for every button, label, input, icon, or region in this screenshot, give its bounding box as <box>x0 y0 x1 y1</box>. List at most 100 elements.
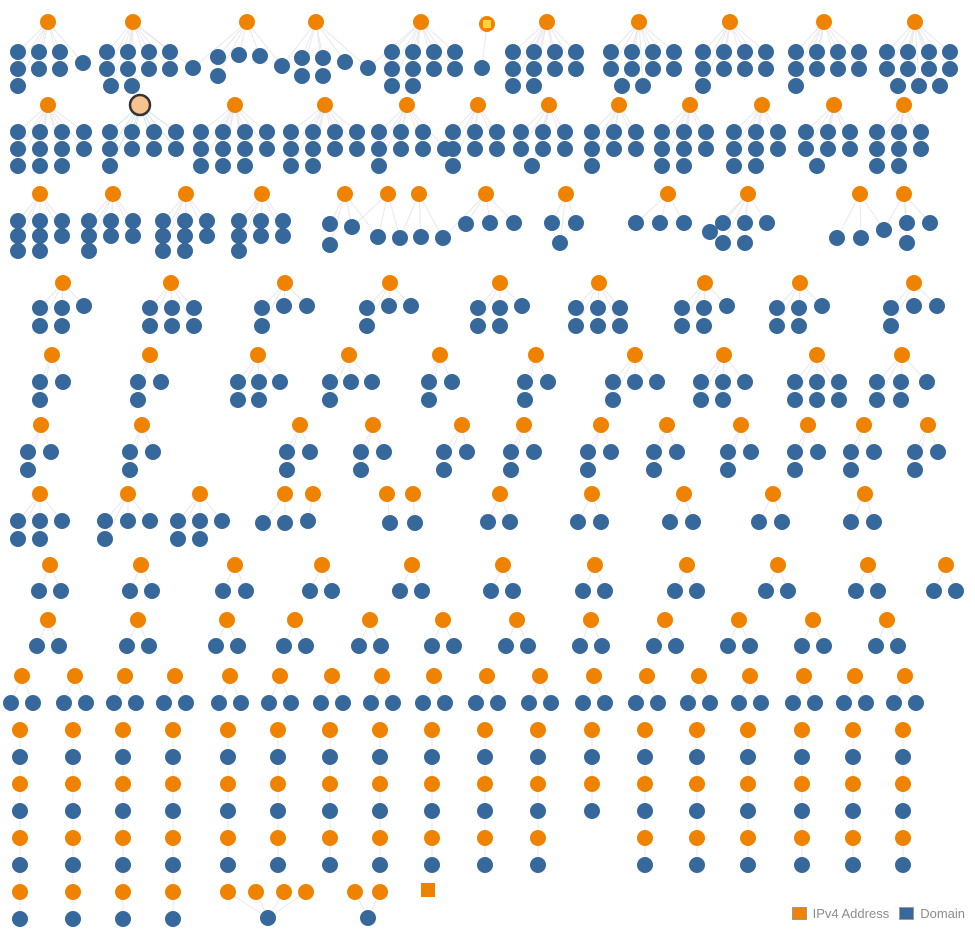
node-domain[interactable] <box>498 638 514 654</box>
node-domain[interactable] <box>696 300 712 316</box>
node-domain[interactable] <box>845 749 861 765</box>
node-domain[interactable] <box>628 141 644 157</box>
node-domain[interactable] <box>75 55 91 71</box>
node-domain[interactable] <box>10 141 26 157</box>
node-ipv4[interactable] <box>541 97 557 113</box>
node-domain[interactable] <box>715 392 731 408</box>
node-ipv4[interactable] <box>845 776 861 792</box>
node-domain[interactable] <box>424 638 440 654</box>
node-domain[interactable] <box>186 300 202 316</box>
node-domain[interactable] <box>220 857 236 873</box>
node-domain[interactable] <box>866 514 882 530</box>
node-domain[interactable] <box>424 803 440 819</box>
node-ipv4[interactable] <box>532 668 548 684</box>
node-domain[interactable] <box>53 583 69 599</box>
node-ipv4[interactable] <box>879 612 895 628</box>
node-domain[interactable] <box>543 695 559 711</box>
node-domain[interactable] <box>848 583 864 599</box>
node-domain[interactable] <box>31 583 47 599</box>
node-ipv4[interactable] <box>362 612 378 628</box>
node-domain[interactable] <box>788 78 804 94</box>
node-domain[interactable] <box>492 300 508 316</box>
node-domain[interactable] <box>919 374 935 390</box>
node-domain[interactable] <box>299 298 315 314</box>
node-ipv4[interactable] <box>239 14 255 30</box>
node-domain[interactable] <box>214 513 230 529</box>
node-domain[interactable] <box>344 219 360 235</box>
node-domain[interactable] <box>99 61 115 77</box>
node-domain[interactable] <box>208 638 224 654</box>
node-ipv4[interactable] <box>248 884 264 900</box>
node-domain[interactable] <box>858 695 874 711</box>
node-domain[interactable] <box>270 803 286 819</box>
node-domain[interactable] <box>192 513 208 529</box>
node-domain[interactable] <box>809 158 825 174</box>
node-domain[interactable] <box>230 638 246 654</box>
node-domain[interactable] <box>676 158 692 174</box>
node-ipv4[interactable] <box>165 884 181 900</box>
node-domain[interactable] <box>480 514 496 530</box>
node-domain[interactable] <box>231 47 247 63</box>
node-domain[interactable] <box>814 298 830 314</box>
node-domain[interactable] <box>102 124 118 140</box>
node-domain[interactable] <box>76 141 92 157</box>
node-domain[interactable] <box>698 124 714 140</box>
node-domain[interactable] <box>900 61 916 77</box>
node-ipv4[interactable] <box>435 612 451 628</box>
node-domain[interactable] <box>689 583 705 599</box>
node-domain[interactable] <box>568 215 584 231</box>
node-ipv4[interactable] <box>277 486 293 502</box>
node-domain[interactable] <box>870 583 886 599</box>
node-domain[interactable] <box>843 514 859 530</box>
node-domain[interactable] <box>81 228 97 244</box>
node-ipv4[interactable] <box>689 830 705 846</box>
node-ipv4[interactable] <box>220 776 236 792</box>
node-domain[interactable] <box>32 158 48 174</box>
node-domain[interactable] <box>106 695 122 711</box>
node-domain[interactable] <box>798 141 814 157</box>
node-ipv4[interactable] <box>492 275 508 291</box>
node-domain[interactable] <box>584 141 600 157</box>
node-domain[interactable] <box>270 749 286 765</box>
node-ipv4[interactable] <box>631 14 647 30</box>
node-ipv4[interactable] <box>324 668 340 684</box>
node-ipv4[interactable] <box>40 14 56 30</box>
node-domain[interactable] <box>568 318 584 334</box>
node-domain[interactable] <box>794 638 810 654</box>
node-domain[interactable] <box>580 462 596 478</box>
node-domain[interactable] <box>680 695 696 711</box>
node-ipv4[interactable] <box>65 830 81 846</box>
node-domain[interactable] <box>76 124 92 140</box>
node-domain[interactable] <box>645 44 661 60</box>
node-domain[interactable] <box>715 215 731 231</box>
node-ipv4[interactable] <box>857 486 873 502</box>
node-domain[interactable] <box>900 44 916 60</box>
node-domain[interactable] <box>575 695 591 711</box>
node-domain[interactable] <box>10 531 26 547</box>
node-ipv4[interactable] <box>347 884 363 900</box>
node-domain[interactable] <box>12 803 28 819</box>
node-domain[interactable] <box>883 300 899 316</box>
node-ipv4[interactable] <box>516 417 532 433</box>
node-domain[interactable] <box>869 141 885 157</box>
node-domain[interactable] <box>899 235 915 251</box>
node-domain[interactable] <box>669 444 685 460</box>
node-ipv4[interactable] <box>142 347 158 363</box>
node-ipv4[interactable] <box>277 275 293 291</box>
node-domain[interactable] <box>78 695 94 711</box>
node-ipv4[interactable] <box>794 722 810 738</box>
node-ipv4[interactable] <box>314 557 330 573</box>
node-domain[interactable] <box>413 229 429 245</box>
node-domain[interactable] <box>54 141 70 157</box>
node-domain[interactable] <box>124 124 140 140</box>
node-domain[interactable] <box>702 224 718 240</box>
node-domain[interactable] <box>816 638 832 654</box>
node-domain[interactable] <box>146 141 162 157</box>
node-domain[interactable] <box>294 50 310 66</box>
node-domain[interactable] <box>668 638 684 654</box>
node-ipv4[interactable] <box>593 417 609 433</box>
node-domain[interactable] <box>942 61 958 77</box>
node-domain[interactable] <box>646 462 662 478</box>
node-domain[interactable] <box>737 61 753 77</box>
node-domain[interactable] <box>445 124 461 140</box>
